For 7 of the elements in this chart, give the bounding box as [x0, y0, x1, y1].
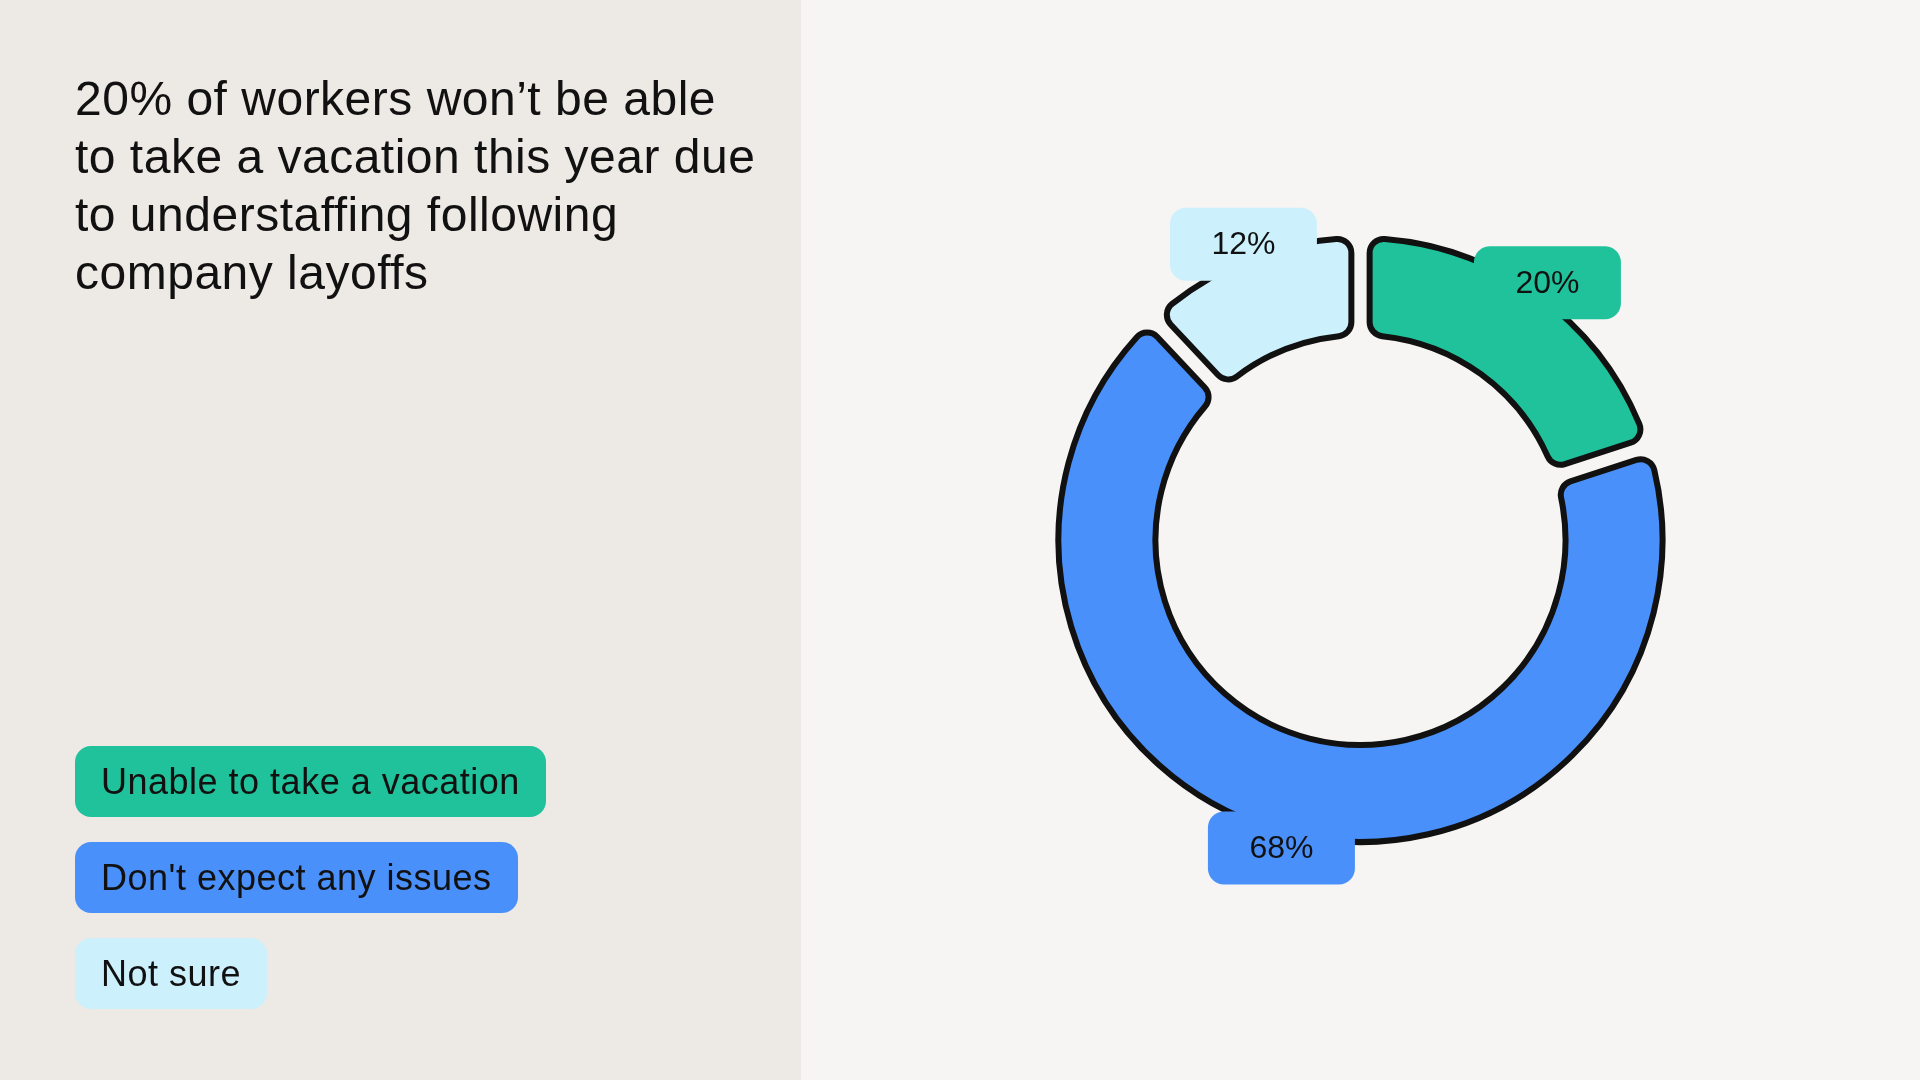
- chart-title: 20% of workers won’t be able to take a vacation this year due to understaffing following company layoffs: [75, 71, 757, 301]
- legend-label: Don't expect any issues: [101, 842, 518, 913]
- legend-label: Not sure: [101, 938, 268, 1009]
- data-label: 20%: [1515, 263, 1580, 300]
- data-label: 12%: [1211, 225, 1276, 262]
- data-label: 68%: [1249, 829, 1314, 866]
- legend-label: Unable to take a vacation: [101, 746, 546, 817]
